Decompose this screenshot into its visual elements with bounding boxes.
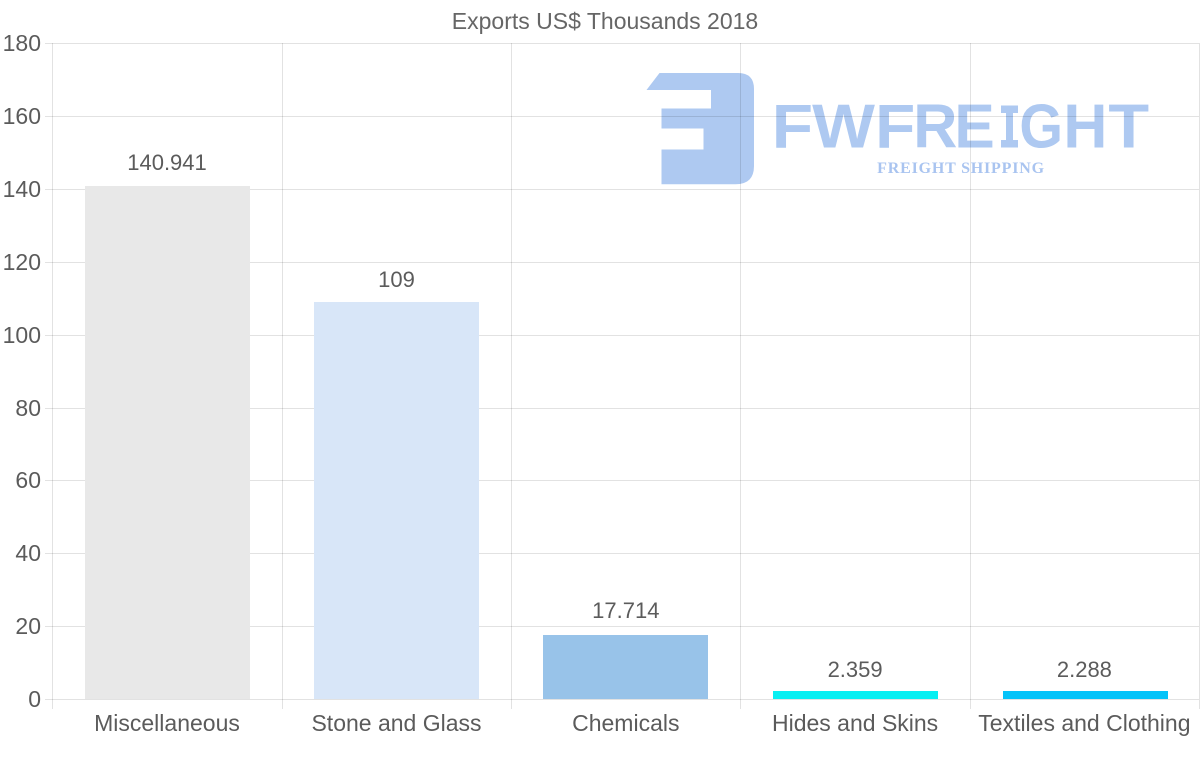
svg-text:W: W	[812, 93, 875, 162]
svg-text:T: T	[1108, 93, 1149, 162]
svg-text:F: F	[772, 93, 813, 162]
svg-text:R: R	[913, 93, 957, 162]
svg-text:F: F	[875, 93, 915, 162]
svg-text:H: H	[1063, 93, 1107, 162]
svg-text:FREIGHT SHIPPING: FREIGHT SHIPPING	[877, 160, 1045, 177]
svg-text:G: G	[1019, 93, 1063, 162]
svg-text:E: E	[954, 93, 994, 162]
